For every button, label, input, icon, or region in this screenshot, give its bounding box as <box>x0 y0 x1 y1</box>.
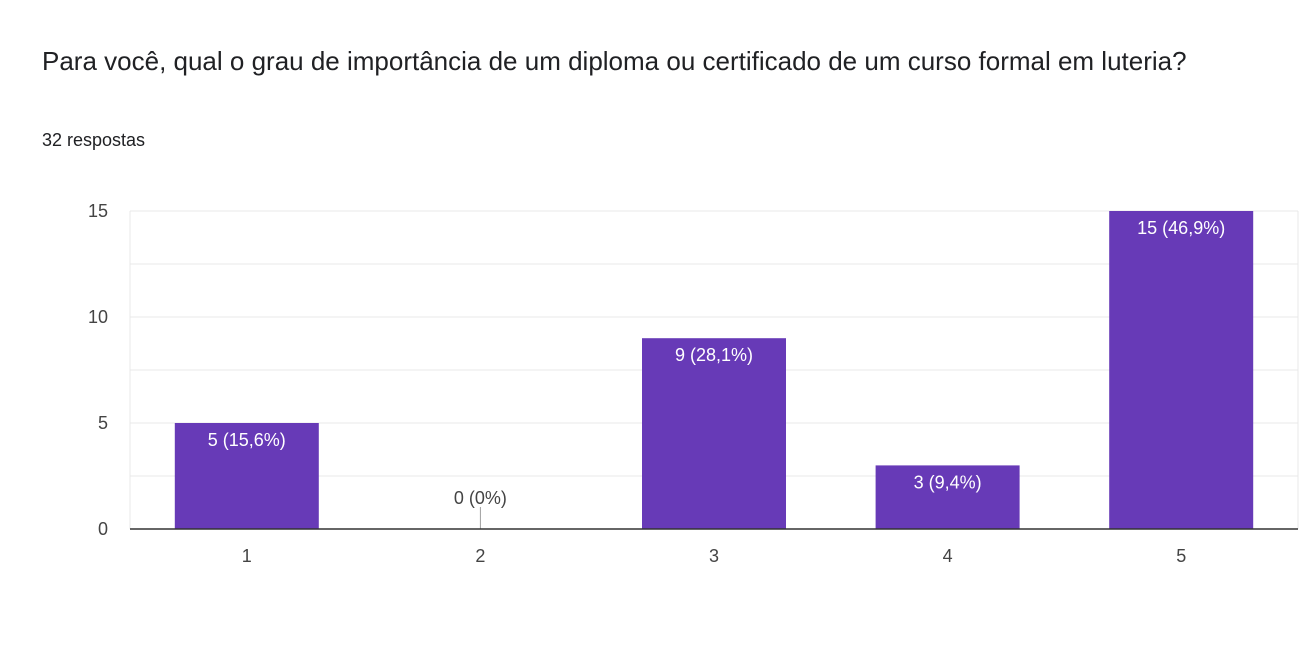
data-label-2: 0 (0%) <box>454 488 507 508</box>
x-tick-label: 1 <box>242 546 252 566</box>
y-tick-label: 10 <box>88 307 108 327</box>
data-label-3: 9 (28,1%) <box>675 345 753 365</box>
question-title: Para você, qual o grau de importância de… <box>42 46 1187 76</box>
bars <box>174 211 1254 529</box>
x-tick-label: 2 <box>475 546 485 566</box>
data-label-5: 15 (46,9%) <box>1137 218 1225 238</box>
bar-1 <box>174 423 319 529</box>
data-label-4: 3 (9,4%) <box>914 472 982 492</box>
x-tick-label: 3 <box>709 546 719 566</box>
x-tick-label: 5 <box>1176 546 1186 566</box>
x-tick-label: 4 <box>943 546 953 566</box>
bar-5 <box>1109 211 1254 529</box>
response-count: 32 respostas <box>42 130 146 150</box>
y-tick-label: 0 <box>98 519 108 539</box>
y-tick-label: 5 <box>98 413 108 433</box>
bar-4 <box>875 465 1020 529</box>
y-tick-label: 15 <box>88 201 108 221</box>
data-label-1: 5 (15,6%) <box>208 430 286 450</box>
labels: 0 5 10 15 5 (15,6%) 1 0 (0%) 2 9 (28,1%) 3 3 (9,4%… <box>88 201 1225 566</box>
bar-3 <box>642 338 786 529</box>
